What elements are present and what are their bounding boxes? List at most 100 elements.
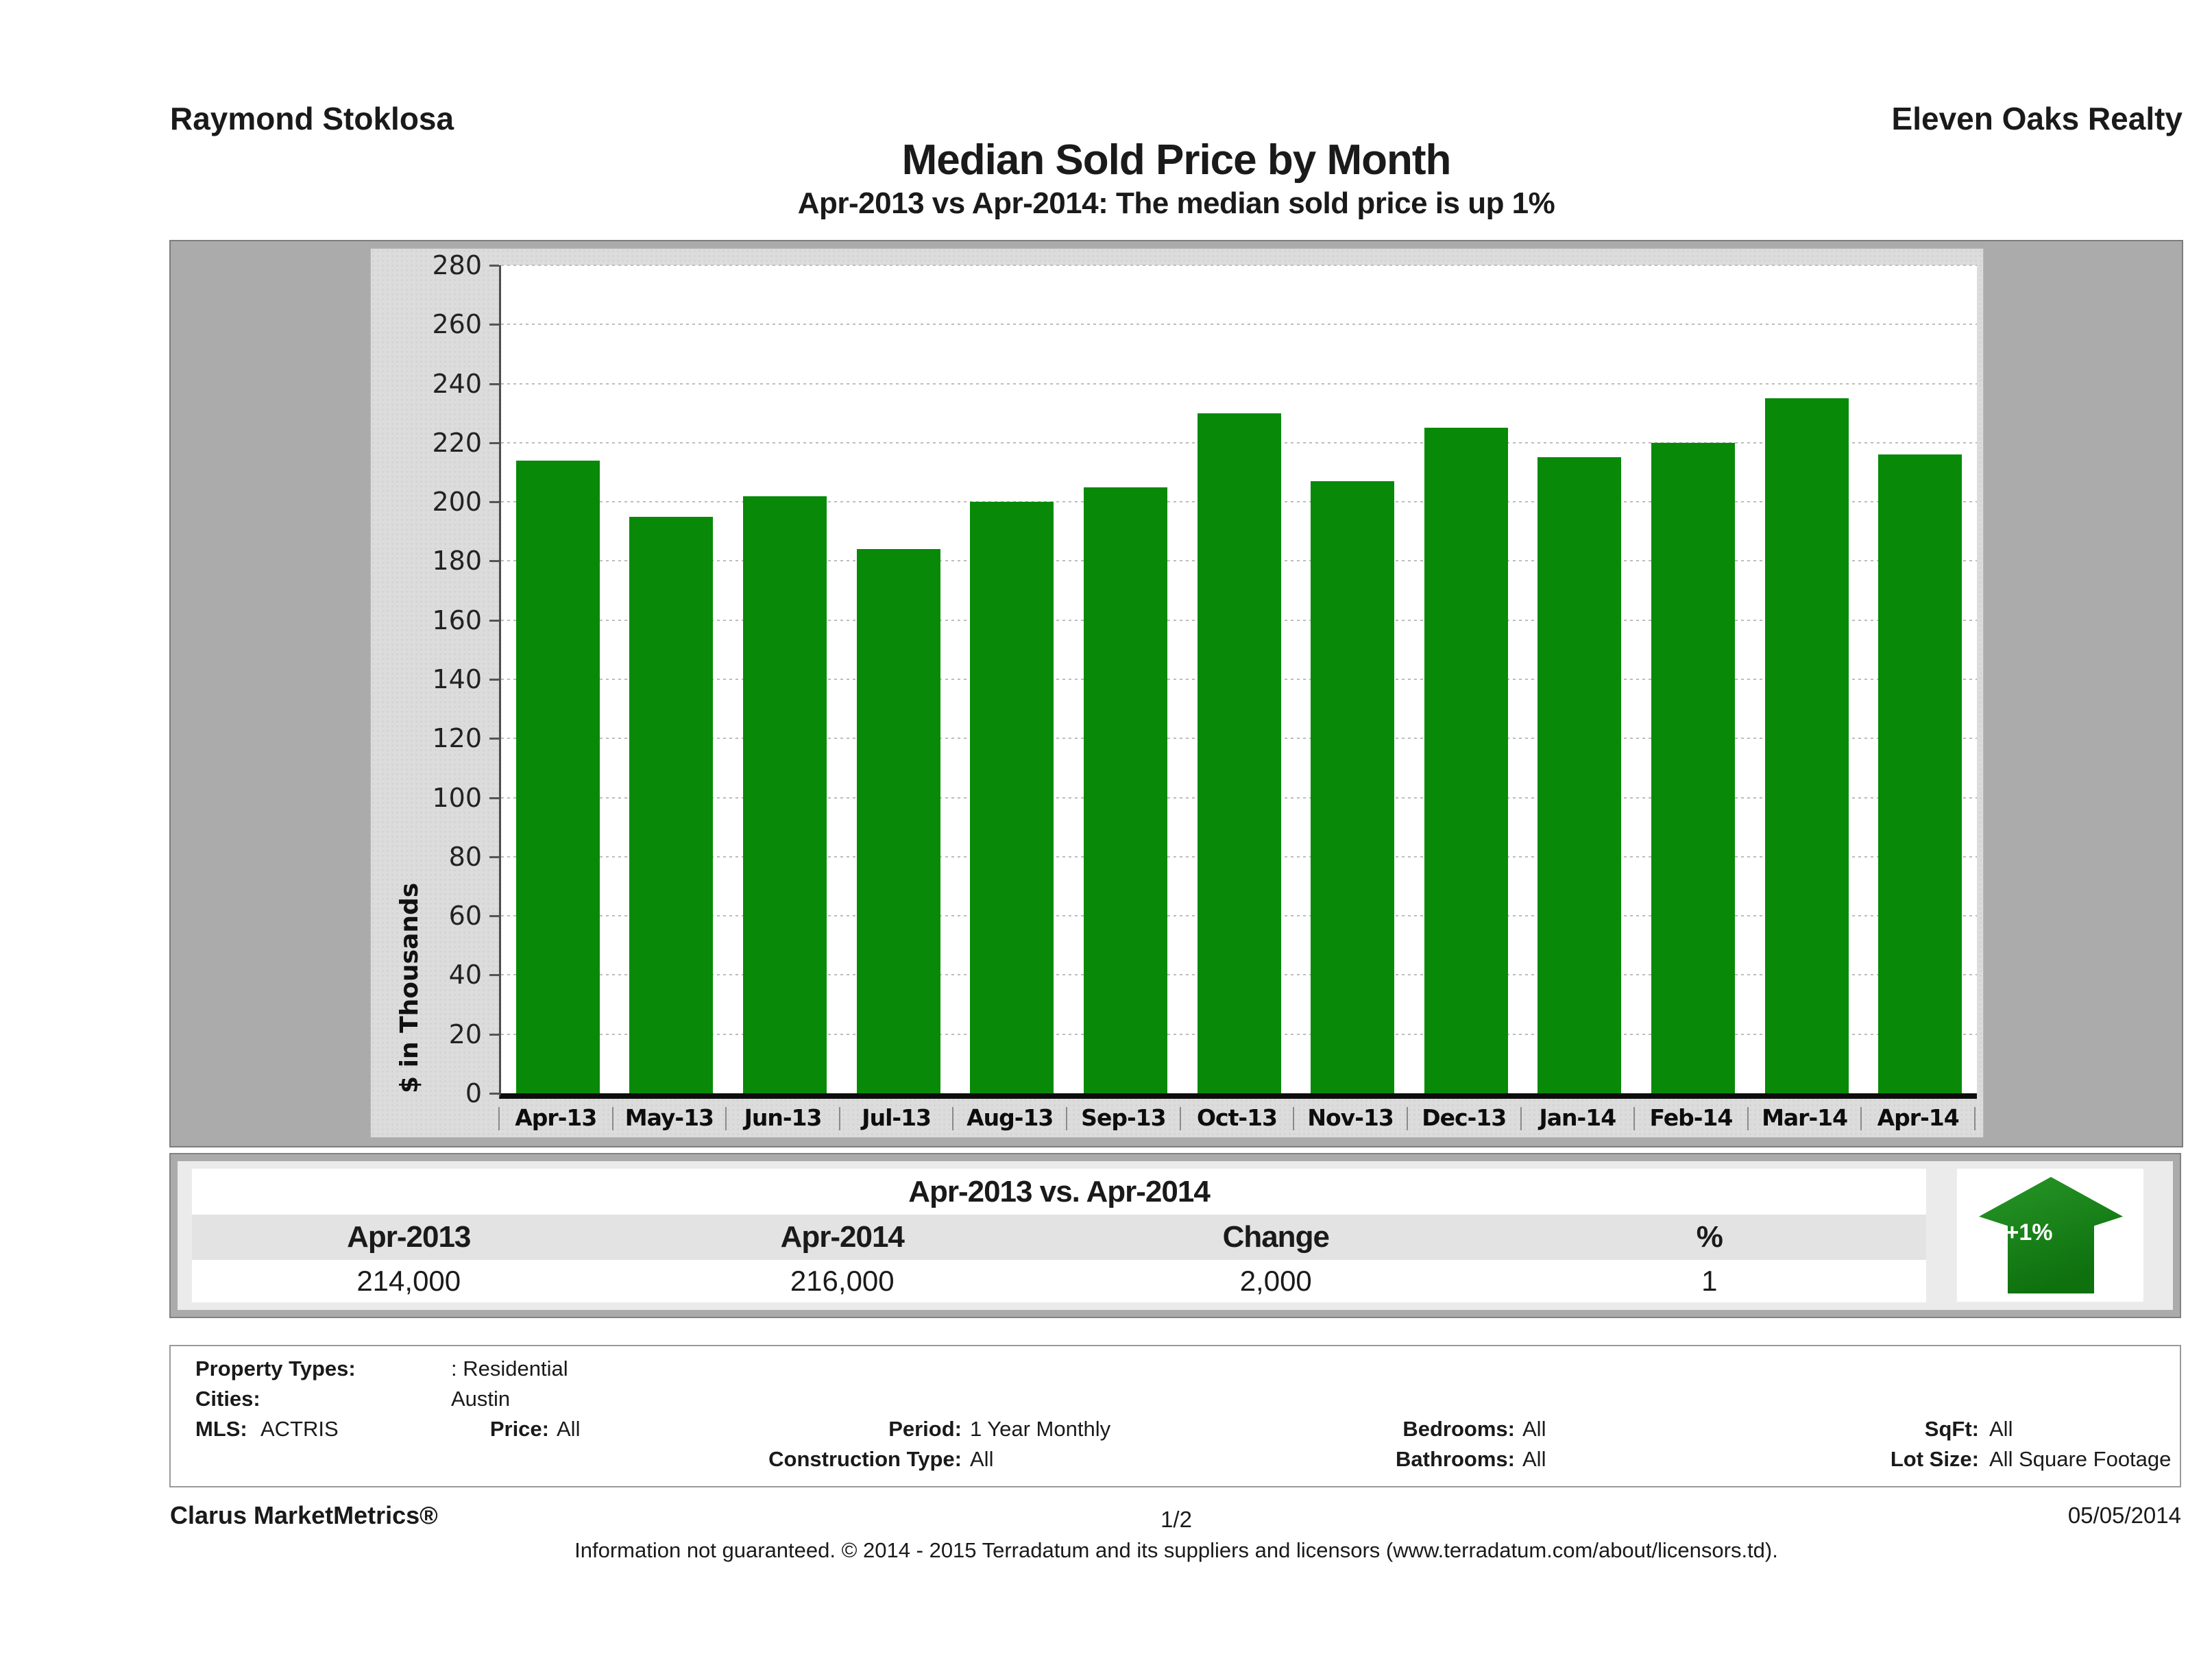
footer-disclaimer: Information not guaranteed. © 2014 - 201… [574,1538,1778,1562]
sqft-value: All [1989,1417,2013,1441]
x-tick-separator [1633,1107,1636,1130]
bar-Mar-14 [1764,398,1849,1093]
y-tick-label: 180 [432,546,482,576]
filters-box: Property Types: : Residential Cities: Au… [169,1345,2181,1487]
bar-May-13 [629,516,714,1093]
x-tick-separator [1747,1107,1749,1130]
plot-area [499,265,1977,1099]
bar-Apr-14 [1878,454,1962,1093]
x-tick-label: Jan-14 [1539,1104,1617,1131]
bar-Aug-13 [970,502,1054,1093]
trend-badge-box: +1% [1957,1169,2143,1302]
y-tick-label: 0 [465,1078,482,1108]
y-tick-mark [489,797,499,799]
x-tick-label: Jul-13 [862,1104,932,1131]
y-tick-label: 80 [448,841,482,872]
mls-value: ACTRIS [260,1417,339,1441]
y-tick-label: 200 [432,487,482,518]
y-tick-label: 240 [432,368,482,399]
chart-outer-box: $ in Thousands 0 20 40 60 80 100 120 140 160 180 2… [169,240,2183,1147]
x-tick-label: Aug-13 [967,1104,1054,1131]
y-tick-mark [489,738,499,740]
chart-panel: $ in Thousands 0 20 40 60 80 100 120 140 160 180 2… [370,248,1984,1138]
summary-table-title: Apr-2013 vs. Apr-2014 [192,1169,1926,1215]
y-tick-mark [489,679,499,681]
y-tick-label: 40 [448,960,482,990]
x-tick-label: Mar-14 [1762,1104,1848,1131]
x-tick-separator [1974,1107,1976,1130]
x-tick-label: Apr-14 [1877,1104,1960,1131]
bedrooms-label: Bedrooms: [1402,1417,1515,1441]
summary-col-apr-2013: Apr-2013 [347,1220,471,1254]
bar-Apr-13 [515,460,600,1093]
summary-box: Apr-2013 vs. Apr-2014 Apr-2013 Apr-2014 … [169,1153,2181,1318]
y-tick-label: 160 [432,605,482,635]
bar-Feb-14 [1651,442,1735,1093]
y-tick-label: 140 [432,664,482,694]
summary-value-change: 2,000 [1239,1265,1312,1297]
footer-date: 05/05/2014 [2067,1503,2181,1528]
price-label: Price: [489,1417,549,1441]
x-tick-separator [498,1107,500,1130]
construction-type-label: Construction Type: [768,1447,962,1471]
sqft-label: SqFt: [1924,1417,1979,1441]
mls-label: MLS: [195,1417,247,1441]
y-tick-mark [489,1093,499,1095]
trend-badge-label: +1% [2005,1219,2053,1245]
page-title: Median Sold Price by Month [901,136,1452,184]
cities-value: Austin [451,1387,511,1411]
summary-table-header: Apr-2013 Apr-2014 Change % [192,1215,1926,1260]
x-tick-label: Dec-13 [1422,1104,1507,1131]
x-tick-label: Apr-13 [515,1104,597,1131]
y-tick-mark [489,265,499,267]
x-tick-separator [725,1107,727,1130]
x-tick-separator [838,1107,840,1130]
bar-Jan-14 [1538,457,1622,1093]
y-tick-mark [489,324,499,326]
footer-page-number: 1/2 [1160,1507,1192,1532]
period-value: 1 Year Monthly [970,1417,1111,1441]
y-tick-label: 220 [432,427,482,458]
x-tick-separator [1179,1107,1181,1130]
gridline [501,265,1977,266]
bar-Jul-13 [856,549,940,1093]
y-tick-mark [489,915,499,918]
summary-table-values: 214,000 216,000 2,000 1 [192,1260,1926,1302]
y-tick-label: 20 [448,1019,482,1049]
y-tick-mark [489,560,499,563]
y-tick-label: 260 [432,309,482,340]
bar-Oct-13 [1197,413,1281,1093]
summary-value-percent: 1 [1701,1265,1718,1297]
summary-col-change: Change [1222,1220,1330,1254]
x-tick-label: Feb-14 [1649,1104,1734,1131]
period-label: Period: [888,1417,962,1441]
company-name: Eleven Oaks Realty [1891,101,2183,136]
x-tick-label: Nov-13 [1307,1104,1394,1131]
x-tick-separator [1066,1107,1068,1130]
agent-name: Raymond Stoklosa [170,101,454,136]
bathrooms-label: Bathrooms: [1396,1447,1515,1471]
property-types-value: : Residential [451,1357,568,1381]
property-types-label: Property Types: [195,1357,356,1381]
x-tick-separator [1520,1107,1522,1130]
y-tick-label: 280 [432,250,482,280]
y-tick-mark [489,382,499,385]
y-tick-mark [489,855,499,858]
summary-value-apr-2013: 214,000 [356,1265,461,1297]
x-tick-separator [611,1107,613,1130]
cities-label: Cities: [195,1387,260,1411]
bar-Jun-13 [743,496,827,1093]
summary-col-apr-2014: Apr-2014 [780,1220,905,1254]
lot-size-value: All Square Footage [1989,1447,2172,1471]
bar-Sep-13 [1083,487,1167,1093]
bar-Nov-13 [1311,481,1395,1093]
x-tick-separator [1860,1107,1862,1130]
gridline [501,382,1977,385]
x-tick-label: Oct-13 [1196,1104,1278,1131]
x-tick-separator [952,1107,954,1130]
bedrooms-value: All [1522,1417,1546,1441]
y-tick-label: 100 [432,782,482,813]
y-tick-mark [489,619,499,622]
y-tick-label: 120 [432,723,482,754]
